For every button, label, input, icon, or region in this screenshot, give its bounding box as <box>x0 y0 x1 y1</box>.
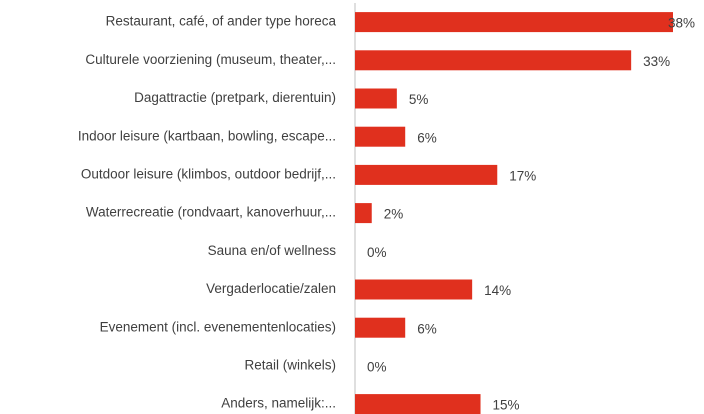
bar <box>355 88 397 109</box>
y-tick-label: Culturele voorziening (museum, theater,.… <box>85 52 336 67</box>
y-tick-label: Vergaderlocatie/zalen <box>206 281 336 296</box>
bar <box>355 279 473 300</box>
data-label: 6% <box>417 130 437 145</box>
bar <box>355 50 632 71</box>
data-label: 17% <box>509 168 536 183</box>
data-label: 14% <box>484 283 511 298</box>
bar <box>355 164 498 185</box>
y-tick-label: Anders, namelijk:... <box>221 396 336 411</box>
y-tick-label: Waterrecreatie (rondvaart, kanoverhuur,.… <box>86 205 336 220</box>
data-label: 15% <box>493 398 520 413</box>
bar <box>355 203 372 224</box>
data-label: 38% <box>668 16 695 31</box>
data-label: 33% <box>643 54 670 69</box>
data-label: 0% <box>367 359 387 374</box>
data-label: 6% <box>417 321 437 336</box>
data-label: 0% <box>367 245 387 260</box>
bar <box>355 126 406 147</box>
bar <box>355 317 406 338</box>
y-tick-label: Retail (winkels) <box>244 357 336 372</box>
y-tick-label: Restaurant, café, of ander type horeca <box>106 14 337 29</box>
y-tick-label: Outdoor leisure (klimbos, outdoor bedrij… <box>81 166 336 181</box>
bar <box>355 12 673 33</box>
y-tick-label: Evenement (incl. evenementenlocaties) <box>100 319 336 334</box>
y-tick-label: Sauna en/of wellness <box>208 243 337 258</box>
y-tick-label: Indoor leisure (kartbaan, bowling, escap… <box>78 128 336 143</box>
bar <box>355 394 481 414</box>
data-label: 2% <box>384 207 404 222</box>
data-label: 5% <box>409 92 429 107</box>
y-tick-label: Dagattractie (pretpark, dierentuin) <box>134 90 336 105</box>
